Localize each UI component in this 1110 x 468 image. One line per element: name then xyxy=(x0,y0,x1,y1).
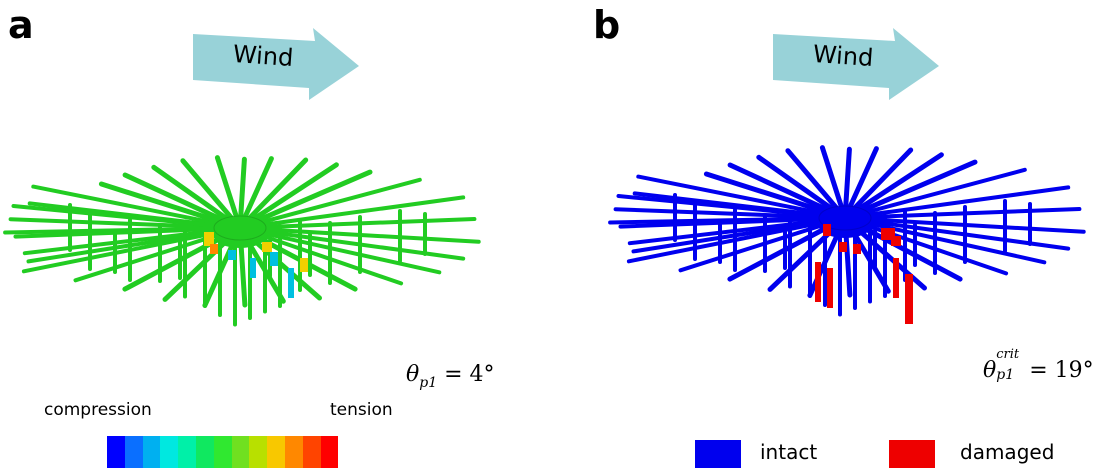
highlight-a xyxy=(300,258,308,272)
panel-a: a Wind θp1 = 4° compression tension xyxy=(0,0,555,468)
colorbar-swatch-7 xyxy=(232,436,250,468)
colorbar-swatch-8 xyxy=(249,436,267,468)
legend-label-intact: intact xyxy=(760,440,817,464)
colorbar-right-label: tension xyxy=(330,400,393,420)
angle-symbol-b: θ xyxy=(983,358,996,383)
colorbar-swatch-2 xyxy=(143,436,161,468)
panel-letter-b: b xyxy=(593,6,620,44)
legend-label-damaged: damaged xyxy=(960,440,1054,464)
colorbar-swatch-9 xyxy=(267,436,285,468)
panel-b: b Wind θ crit p1 = 19° intact damaged xyxy=(555,0,1110,468)
colorbar-swatch-1 xyxy=(125,436,143,468)
angle-subscript-a: p1 xyxy=(419,375,437,391)
highlight-a xyxy=(210,244,218,254)
highlight-b xyxy=(905,274,913,324)
highlight-a xyxy=(262,242,272,252)
colorbar-swatch-5 xyxy=(196,436,214,468)
highlight-a xyxy=(270,252,278,266)
panel-letter-a: a xyxy=(8,6,34,44)
angle-subscript-b: p1 xyxy=(996,367,1014,383)
colorbar-swatch-6 xyxy=(214,436,232,468)
angle-label-a: θp1 = 4° xyxy=(406,362,495,391)
legend-swatch-intact xyxy=(695,440,741,468)
wind-arrow-a: Wind xyxy=(193,28,363,100)
highlight-b xyxy=(839,242,847,252)
angle-symbol-a: θ xyxy=(406,362,419,387)
angle-value-b: = 19° xyxy=(1029,358,1093,383)
highlight-a xyxy=(288,268,294,298)
structure-model-b xyxy=(555,110,1110,400)
structure-model-a xyxy=(0,110,555,400)
angle-superscript-b: crit xyxy=(996,347,1019,362)
colorbar-swatch-3 xyxy=(160,436,178,468)
colorbar xyxy=(107,436,338,468)
highlight-b xyxy=(893,258,899,298)
angle-label-b: θ crit p1 = 19° xyxy=(983,358,1094,383)
colorbar-swatch-11 xyxy=(303,436,321,468)
colorbar-swatch-0 xyxy=(107,436,125,468)
colorbar-left-label: compression xyxy=(44,400,152,420)
highlight-b xyxy=(815,262,821,302)
highlight-b xyxy=(827,268,833,308)
colorbar-swatch-4 xyxy=(178,436,196,468)
wind-label-a: Wind xyxy=(232,40,294,72)
legend-swatch-damaged xyxy=(889,440,935,468)
highlight-a xyxy=(204,232,214,246)
wind-arrow-b: Wind xyxy=(773,28,943,100)
colorbar-swatch-12 xyxy=(321,436,339,468)
wind-label-b: Wind xyxy=(812,40,874,72)
highlight-b xyxy=(823,224,831,236)
colorbar-swatch-10 xyxy=(285,436,303,468)
highlight-a xyxy=(250,258,256,278)
highlight-b xyxy=(853,244,861,254)
highlight-a xyxy=(228,250,236,260)
hub-a xyxy=(214,216,266,240)
highlight-b xyxy=(891,236,901,246)
angle-value-a: = 4° xyxy=(444,362,494,387)
